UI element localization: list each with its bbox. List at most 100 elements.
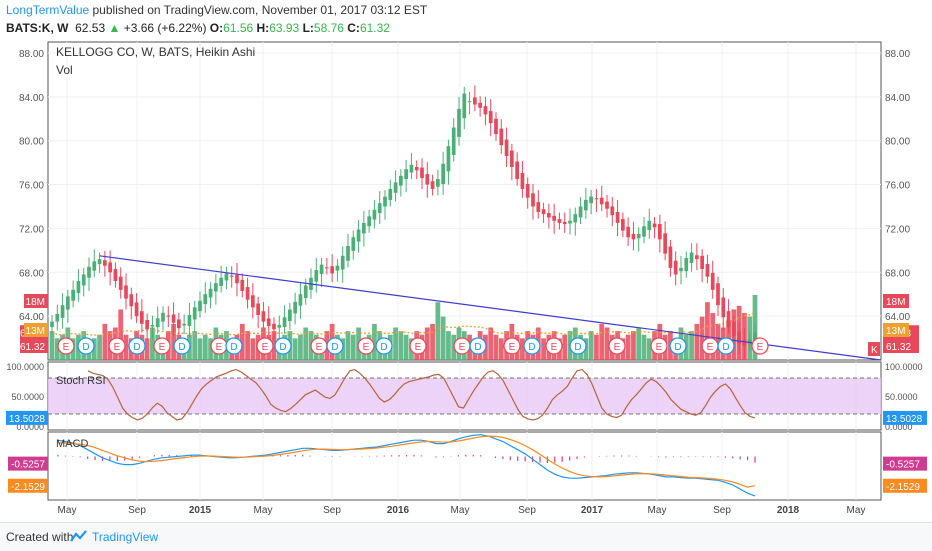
volume-bar — [192, 331, 198, 360]
volume-bar — [144, 338, 150, 360]
marker-letter: E — [551, 342, 558, 353]
candle-body — [615, 211, 620, 223]
volume-bar — [493, 334, 499, 360]
rsi-badge-right-bg — [883, 410, 927, 425]
y-tick-label-right: 76.00 — [885, 181, 910, 192]
candle-body — [314, 270, 319, 282]
volume-bar — [498, 338, 504, 360]
marker-letter: E — [757, 342, 764, 353]
vol-badge-right-bg — [883, 294, 909, 308]
stoch-rsi-line — [87, 368, 756, 421]
candle-body — [362, 222, 366, 234]
chart-title: KELLOGG CO, W, BATS, Heikin Ashi — [56, 45, 255, 59]
author-link[interactable]: LongTermValue — [6, 3, 90, 17]
candle-body — [663, 233, 667, 254]
candle-body — [742, 339, 747, 346]
candle-body — [478, 102, 482, 108]
volume-bar — [208, 338, 213, 360]
candle-body — [673, 260, 678, 275]
marker-letter: E — [459, 342, 466, 353]
candle-body — [266, 318, 271, 327]
volume-bar — [49, 331, 55, 360]
marker-letter: D — [674, 342, 681, 353]
candle-body — [652, 223, 657, 228]
dividend-marker-icon — [523, 337, 541, 355]
candle-body — [50, 321, 54, 328]
x-tick-label: 2015 — [189, 505, 212, 516]
candle-body — [108, 262, 112, 273]
volume-bar — [372, 323, 377, 360]
candle-body — [510, 150, 514, 168]
candle-body — [631, 233, 636, 240]
close-label: C: — [347, 21, 360, 35]
candle-body — [229, 275, 234, 277]
candle-body — [155, 318, 160, 328]
candle-body — [393, 182, 398, 193]
candle-body — [658, 224, 662, 240]
volume-bar — [631, 331, 636, 360]
candle-body — [66, 296, 70, 310]
marker-letter: E — [63, 342, 70, 353]
chart-canvas[interactable]: 88.00 88.00 84.00 84.00 80.00 80.00 76.00 76.00… — [0, 40, 932, 522]
candle-body — [599, 197, 604, 205]
earnings-marker-icon — [57, 337, 75, 355]
macd-signal-line — [58, 435, 756, 488]
volume-bar — [271, 331, 277, 360]
vol-badge-right: 18M — [886, 297, 905, 308]
earnings-marker-icon — [153, 337, 171, 355]
volume-bar — [435, 302, 441, 360]
volume-bar — [705, 302, 710, 360]
candle-body — [414, 167, 419, 171]
vol-badge-left: 18M — [26, 297, 45, 308]
macd-badge-right: -0.5257 — [886, 460, 920, 471]
x-tick-label: Sep — [128, 505, 146, 516]
price-change: +3.66 (+6.22%) — [123, 21, 207, 35]
stoch-rsi-band — [48, 378, 881, 414]
volume-bar — [250, 338, 256, 360]
earnings-marker-icon — [108, 337, 126, 355]
candle-body — [388, 188, 393, 200]
volume-bar — [171, 323, 176, 360]
candle-body — [219, 277, 223, 286]
y-tick-label-left: 84.00 — [19, 93, 44, 104]
low-label: L: — [302, 21, 314, 35]
ohlc-line: BATS:K, W 62.53 ▲ +3.66 (+6.22%) O:61.56… — [6, 21, 390, 35]
earnings-marker-icon — [608, 337, 626, 355]
candle-body — [293, 301, 297, 314]
volume-bar — [403, 334, 409, 360]
volume-bar — [292, 338, 298, 360]
candle-body — [335, 265, 340, 271]
volume-bar — [393, 327, 398, 360]
candle-body — [726, 311, 731, 328]
candle-body — [689, 252, 694, 263]
candle-body — [303, 285, 308, 299]
candle-body — [298, 294, 303, 306]
candle-body — [430, 181, 435, 189]
volume-bar — [594, 334, 599, 360]
volume-bar — [562, 334, 568, 360]
open-value: 61.56 — [223, 21, 254, 35]
candle-body — [409, 164, 414, 173]
candle-body — [198, 300, 202, 312]
candle-body — [97, 259, 102, 265]
tradingview-link[interactable]: TradingView — [92, 530, 159, 544]
marker-letter: E — [509, 342, 516, 353]
volume-bar — [102, 323, 108, 360]
volume-bar — [398, 331, 404, 360]
high-value: 63.93 — [269, 21, 300, 35]
earnings-marker-icon — [357, 337, 375, 355]
candle-body — [277, 324, 282, 328]
rsi-tick-right: 0.0000 — [885, 422, 913, 432]
candle-body — [187, 315, 192, 327]
y-tick-label-left: 64.00 — [19, 312, 44, 323]
macd-badge-right-bg — [883, 456, 927, 471]
published-text: published on TradingView.com, November 0… — [89, 3, 428, 17]
candle-body — [272, 323, 276, 330]
candle-body — [171, 314, 176, 323]
volume-bar — [345, 331, 351, 360]
candle-body — [71, 289, 75, 301]
symbol-label: BATS:K, W — [6, 21, 69, 35]
dividend-marker-icon — [469, 337, 487, 355]
candle-body — [203, 294, 208, 305]
signal-badge-left-bg — [8, 478, 48, 493]
